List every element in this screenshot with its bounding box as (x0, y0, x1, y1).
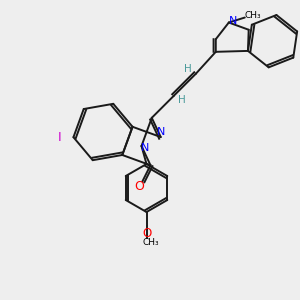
Text: O: O (134, 180, 144, 193)
Text: CH₃: CH₃ (244, 11, 261, 20)
Text: H: H (178, 95, 186, 105)
Text: N: N (141, 143, 150, 153)
Text: N: N (157, 127, 165, 137)
Text: H: H (184, 64, 192, 74)
Text: CH₃: CH₃ (142, 238, 159, 247)
Text: O: O (142, 226, 151, 239)
Text: N: N (229, 16, 237, 26)
Text: I: I (58, 131, 61, 144)
